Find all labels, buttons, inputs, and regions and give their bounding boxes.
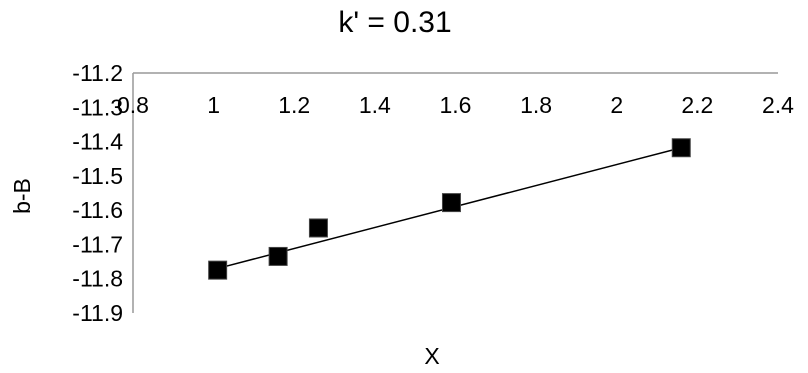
data-points	[209, 139, 691, 279]
data-point	[269, 247, 287, 265]
y-tick-labels: -11.2 -11.3 -11.4 -11.5 -11.6 -11.7 -11.8 -11.9	[72, 60, 123, 326]
x-axis: 0.8 1 1.2 1.4 1.6 1.8 2 2.2 2.4	[117, 73, 794, 118]
y-tick-label: -11.3	[72, 94, 123, 120]
y-tick-label: -11.2	[72, 60, 123, 86]
y-axis-label: b-B	[9, 178, 35, 214]
x-tick-labels: 0.8 1 1.2 1.4 1.6 1.8 2 2.2 2.4	[117, 92, 794, 118]
y-tick-label: -11.6	[72, 197, 123, 223]
x-tick-label: 2.2	[681, 92, 713, 118]
y-tick-label: -11.7	[72, 231, 123, 257]
x-axis-label: X	[424, 343, 439, 369]
data-point	[209, 261, 227, 279]
x-tick-label: 0.8	[117, 92, 149, 118]
y-tick-label: -11.9	[72, 300, 123, 326]
data-point	[309, 219, 327, 237]
x-tick-label: 1.4	[359, 92, 391, 118]
x-tick-label: 1.2	[278, 92, 310, 118]
x-tick-label: 2.4	[762, 92, 794, 118]
x-tick-label: 1.6	[440, 92, 472, 118]
data-point	[672, 139, 690, 157]
y-tick-label: -11.4	[72, 129, 123, 155]
x-tick-label: 1.8	[520, 92, 552, 118]
data-point	[442, 194, 460, 212]
y-tick-label: -11.8	[72, 266, 123, 292]
chart-title: k' = 0.31	[338, 6, 451, 39]
x-tick-label: 1	[207, 92, 220, 118]
x-tick-label: 2	[610, 92, 623, 118]
y-tick-label: -11.5	[72, 163, 123, 189]
